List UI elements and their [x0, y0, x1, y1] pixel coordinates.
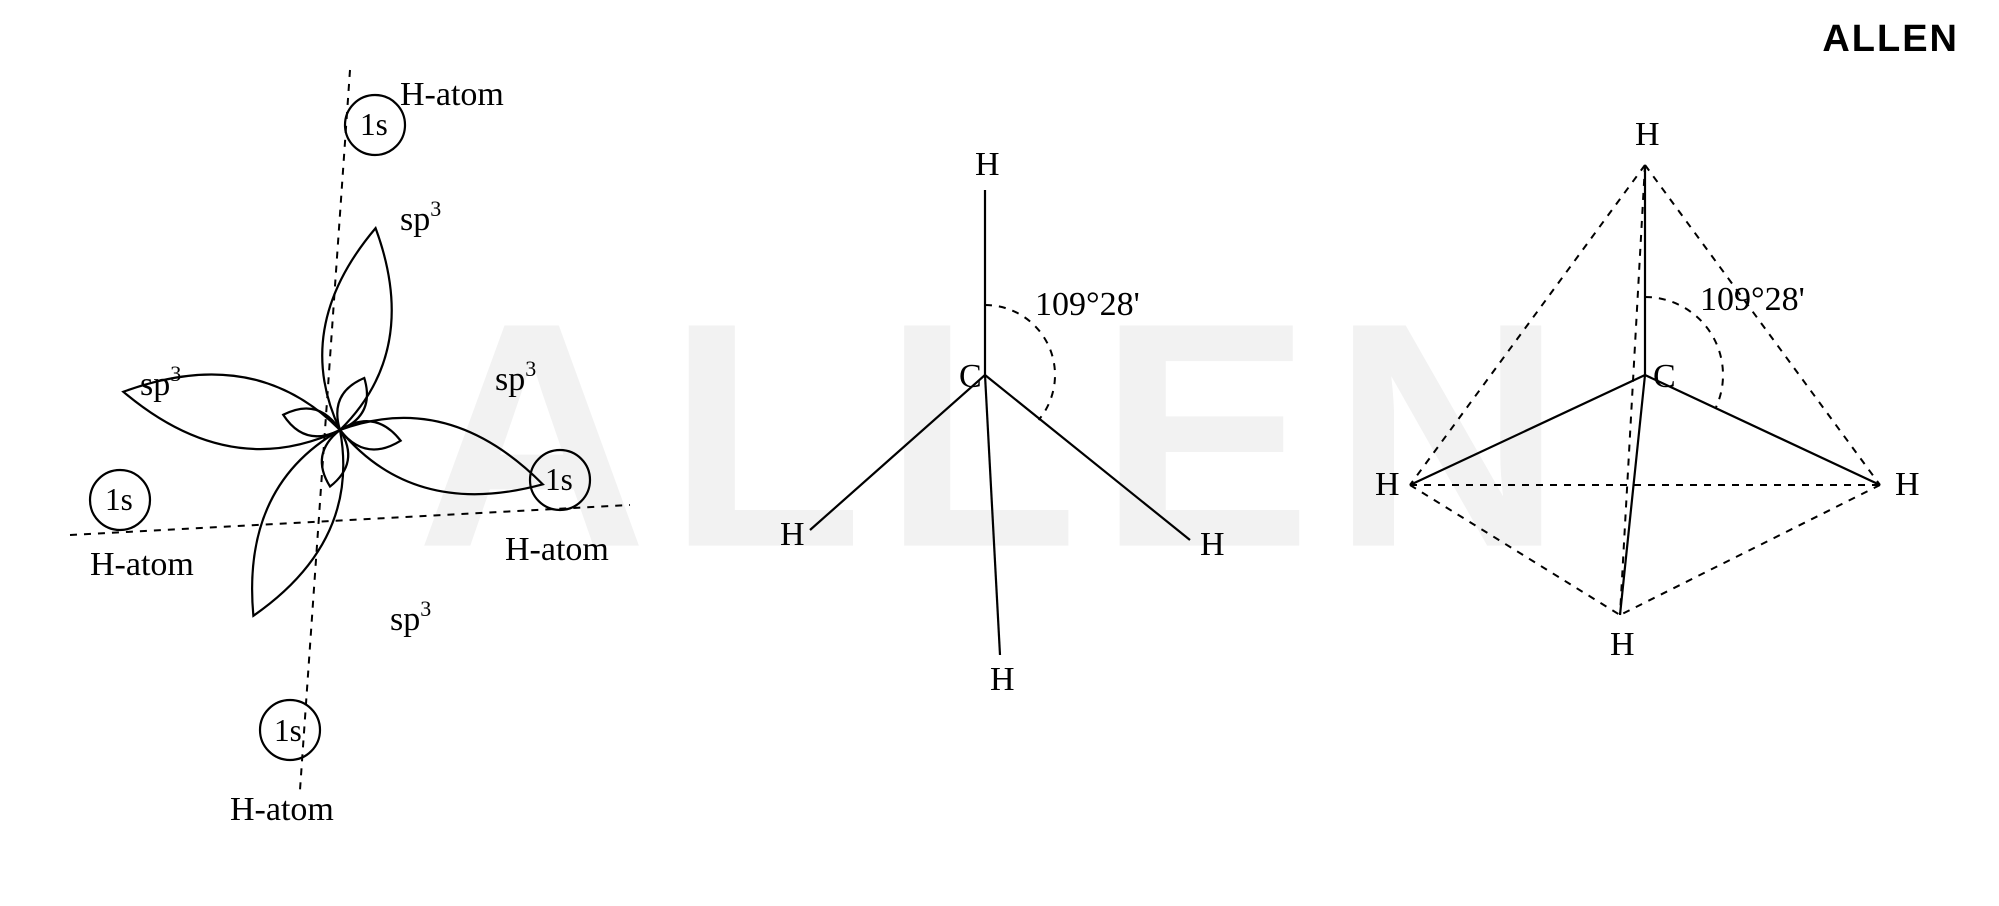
svg-text:H: H [1895, 466, 1920, 503]
svg-text:H: H [1610, 626, 1635, 663]
svg-text:H-atom: H-atom [90, 546, 194, 583]
svg-text:1s: 1s [545, 462, 573, 497]
svg-text:1s: 1s [274, 713, 302, 748]
svg-text:H: H [990, 661, 1015, 698]
svg-text:sp3: sp3 [400, 196, 441, 238]
svg-text:H: H [1200, 526, 1225, 563]
svg-text:sp3: sp3 [390, 596, 431, 638]
svg-text:H: H [780, 516, 805, 553]
svg-text:H: H [1375, 466, 1400, 503]
svg-text:H-atom: H-atom [505, 531, 609, 568]
svg-text:sp3: sp3 [495, 356, 536, 398]
tetrahedron-diagram: H H H H C 109°28' [1340, 85, 1940, 725]
svg-text:109°28': 109°28' [1035, 286, 1140, 323]
svg-text:1s: 1s [360, 107, 388, 142]
svg-text:C: C [959, 358, 982, 395]
svg-text:1s: 1s [105, 482, 133, 517]
svg-text:H: H [975, 146, 1000, 183]
svg-text:sp3: sp3 [140, 361, 181, 403]
bond-angle-diagram: H H H H C 109°28' [720, 100, 1280, 740]
svg-text:H: H [1635, 116, 1660, 153]
brand-logo: ALLEN [1822, 18, 1959, 61]
orbital-diagram: 1s H-atom sp3 1s H-atom sp3 1s H-atom sp3 1s H-ato… [40, 30, 680, 870]
svg-text:109°28': 109°28' [1700, 281, 1805, 318]
svg-text:H-atom: H-atom [230, 791, 334, 828]
svg-text:H-atom: H-atom [400, 76, 504, 113]
svg-text:C: C [1653, 358, 1676, 395]
